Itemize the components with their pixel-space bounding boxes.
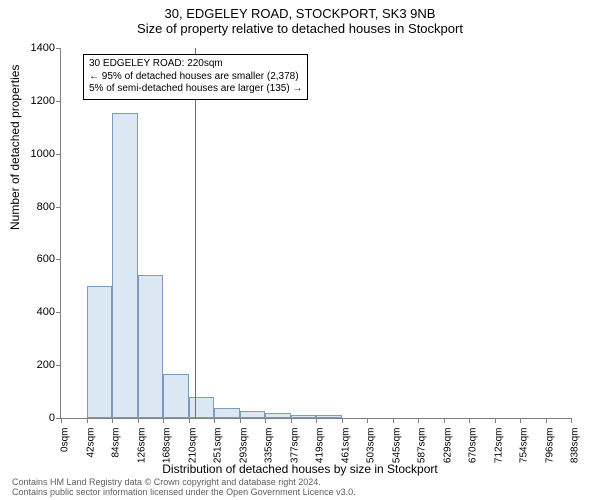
xtick-label: 42sqm (85, 428, 96, 458)
xtick-mark (342, 418, 343, 423)
page-title-1: 30, EDGELEY ROAD, STOCKPORT, SK3 9NB (0, 0, 600, 21)
xtick-mark (214, 418, 215, 423)
xtick-label: 0sqm (60, 428, 71, 452)
ytick-label: 200 (37, 359, 55, 371)
ytick-mark (56, 48, 61, 49)
xtick-label: 126sqm (136, 428, 147, 464)
xtick-mark (469, 418, 470, 423)
histogram-bar (214, 408, 240, 418)
histogram-bar (189, 397, 215, 418)
ytick-label: 800 (37, 201, 55, 213)
histogram-bar (112, 113, 138, 418)
xtick-label: 251sqm (213, 428, 224, 464)
xtick-label: 168sqm (162, 428, 173, 464)
histogram-bar (265, 413, 291, 418)
xtick-label: 210sqm (187, 428, 198, 464)
xtick-mark (418, 418, 419, 423)
xtick-mark (546, 418, 547, 423)
footer-line-2: Contains public sector information licen… (12, 488, 356, 498)
histogram-bar (87, 286, 113, 418)
xtick-label: 712sqm (493, 428, 504, 464)
xtick-mark (112, 418, 113, 423)
ytick-label: 400 (37, 306, 55, 318)
ytick-mark (56, 101, 61, 102)
annotation-line3: 5% of semi-detached houses are larger (1… (89, 83, 302, 96)
xtick-mark (163, 418, 164, 423)
xtick-mark (189, 418, 190, 423)
ytick-mark (56, 365, 61, 366)
histogram-bar (163, 374, 189, 418)
y-axis-label: Number of detached properties (8, 65, 22, 230)
xtick-mark (367, 418, 368, 423)
xtick-mark (61, 418, 62, 423)
xtick-label: 377sqm (289, 428, 300, 464)
xtick-mark (138, 418, 139, 423)
xtick-label: 545sqm (391, 428, 402, 464)
xtick-label: 335sqm (264, 428, 275, 464)
xtick-label: 754sqm (519, 428, 530, 464)
histogram-bar (316, 415, 342, 418)
annotation-box: 30 EDGELEY ROAD: 220sqm← 95% of detached… (83, 54, 308, 100)
ytick-label: 1400 (31, 42, 55, 54)
xtick-label: 587sqm (417, 428, 428, 464)
ytick-mark (56, 154, 61, 155)
xtick-label: 796sqm (544, 428, 555, 464)
xtick-mark (316, 418, 317, 423)
xtick-label: 84sqm (111, 428, 122, 458)
x-axis-label: Distribution of detached houses by size … (0, 462, 600, 476)
histogram-chart: 02004006008001000120014000sqm42sqm84sqm1… (60, 48, 571, 419)
ytick-mark (56, 259, 61, 260)
xtick-mark (571, 418, 572, 423)
annotation-line1: 30 EDGELEY ROAD: 220sqm (89, 58, 302, 71)
xtick-label: 503sqm (366, 428, 377, 464)
xtick-mark (240, 418, 241, 423)
histogram-bar (138, 275, 164, 418)
page-title-2: Size of property relative to detached ho… (0, 21, 600, 36)
histogram-bar (291, 415, 317, 418)
xtick-label: 461sqm (340, 428, 351, 464)
ytick-label: 0 (49, 412, 55, 424)
xtick-mark (520, 418, 521, 423)
xtick-label: 629sqm (442, 428, 453, 464)
xtick-label: 419sqm (315, 428, 326, 464)
ytick-label: 1000 (31, 148, 55, 160)
ytick-mark (56, 312, 61, 313)
reference-line (195, 48, 196, 418)
histogram-bar (240, 411, 266, 418)
xtick-label: 670sqm (468, 428, 479, 464)
xtick-mark (87, 418, 88, 423)
xtick-mark (291, 418, 292, 423)
xtick-label: 293sqm (238, 428, 249, 464)
xtick-mark (444, 418, 445, 423)
xtick-mark (265, 418, 266, 423)
xtick-label: 838sqm (570, 428, 581, 464)
xtick-mark (393, 418, 394, 423)
ytick-label: 600 (37, 253, 55, 265)
xtick-mark (495, 418, 496, 423)
ytick-mark (56, 207, 61, 208)
footer-attribution: Contains HM Land Registry data © Crown c… (12, 478, 356, 498)
annotation-line2: ← 95% of detached houses are smaller (2,… (89, 71, 302, 84)
ytick-label: 1200 (31, 95, 55, 107)
